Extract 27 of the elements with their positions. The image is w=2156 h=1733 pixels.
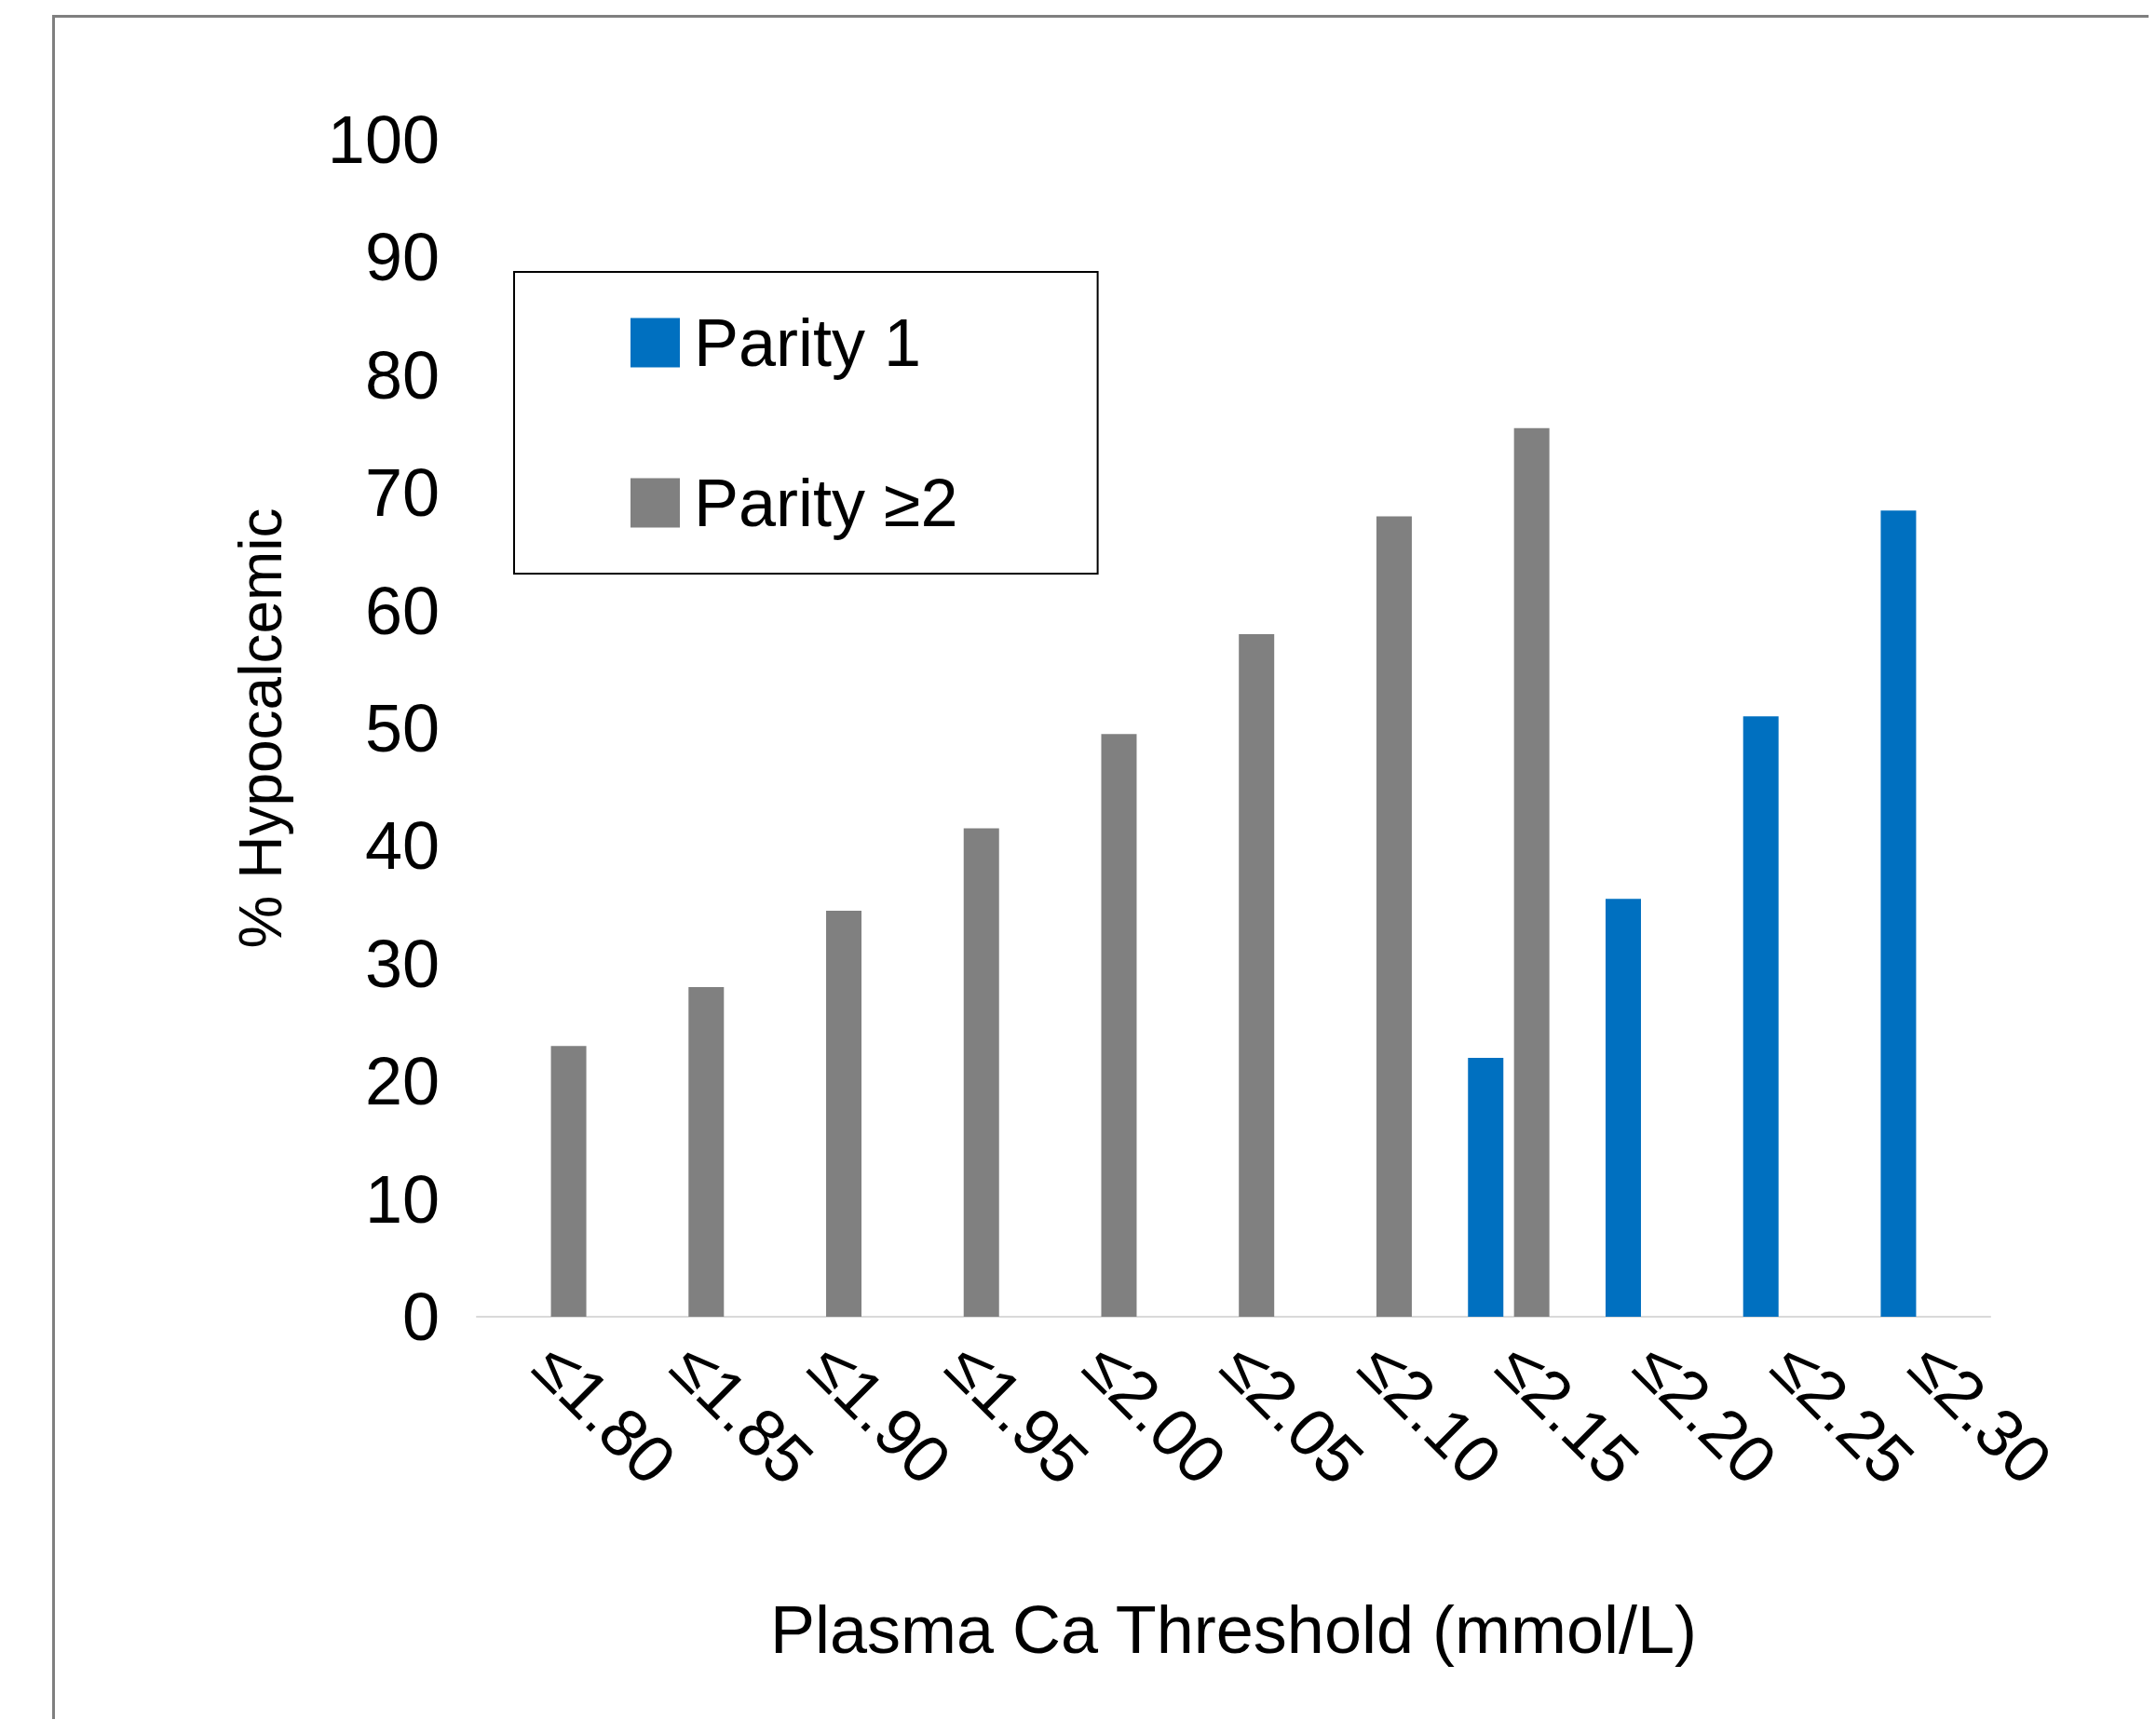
bar <box>963 828 999 1317</box>
y-tick-label: 70 <box>364 455 440 531</box>
y-tick-label: 50 <box>364 691 440 765</box>
legend-label: Parity ≥2 <box>694 466 958 540</box>
bar <box>1513 427 1550 1317</box>
bar <box>1880 510 1917 1317</box>
y-tick-label: 60 <box>364 573 440 648</box>
bar <box>1376 516 1412 1317</box>
y-tick-label: 80 <box>364 337 440 413</box>
bar <box>1742 716 1779 1317</box>
x-axis-title: Plasma Ca Threshold (mmol/L) <box>770 1592 1697 1667</box>
y-tick-label: 100 <box>327 102 440 177</box>
bar <box>1239 633 1275 1317</box>
bar <box>550 1046 587 1317</box>
bar <box>826 910 862 1317</box>
y-tick-label: 10 <box>364 1161 440 1237</box>
bar <box>1605 899 1641 1317</box>
y-tick-label: 90 <box>364 220 440 295</box>
bar <box>1468 1057 1504 1317</box>
y-tick-label: 30 <box>364 926 440 1001</box>
legend-label: Parity 1 <box>694 305 922 380</box>
bar <box>688 987 725 1317</box>
y-tick-label: 40 <box>364 808 440 884</box>
y-axis-title: % Hypocalcemic <box>227 508 294 949</box>
y-tick-label: 20 <box>364 1044 440 1119</box>
y-tick-label: 0 <box>401 1279 440 1354</box>
bar <box>1101 734 1137 1317</box>
